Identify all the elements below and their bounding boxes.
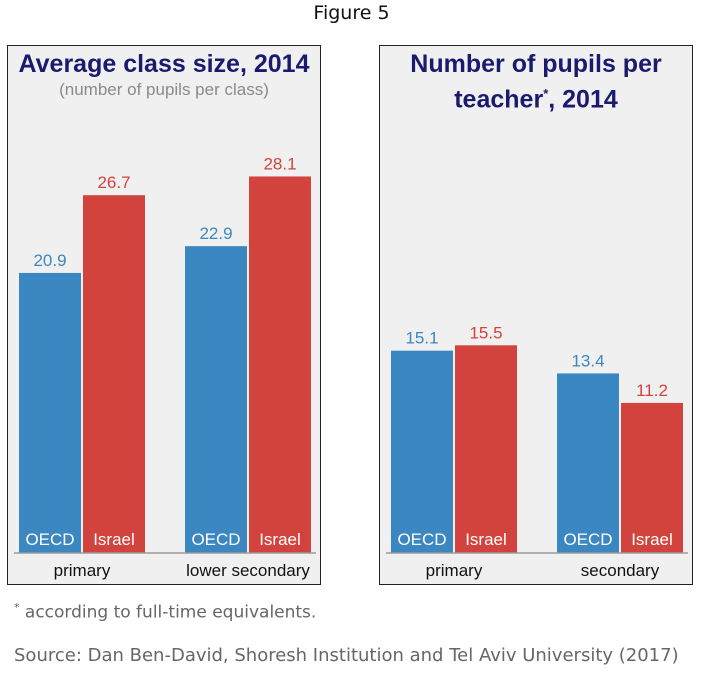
bar-oecd-primary [19, 272, 81, 553]
data-label-israel-lower-secondary: 28.1 [263, 154, 296, 173]
category-label-secondary: secondary [581, 561, 660, 580]
series-label-oecd: OECD [191, 530, 240, 549]
bar-israel-lower-secondary [249, 176, 311, 553]
data-label-oecd-secondary: 13.4 [571, 351, 604, 370]
category-label-primary: primary [54, 561, 111, 580]
footnote-text: according to full-time equivalents. [24, 602, 317, 623]
footnote: * according to full-time equivalents. [14, 601, 316, 623]
bar-israel-primary [455, 345, 517, 553]
pupils-per-teacher-title-line2: teacher*, 2014 [380, 78, 692, 115]
pupils-per-teacher-chart-panel: Number of pupils per teacher*, 2014 15.1… [379, 45, 693, 585]
class-size-chart-subtitle: (number of pupils per class) [59, 80, 269, 99]
series-label-israel: Israel [259, 530, 301, 549]
pupils-per-teacher-title-line1: Number of pupils per [410, 50, 662, 78]
data-label-oecd-primary: 15.1 [405, 329, 438, 348]
bar-oecd-secondary [557, 373, 619, 553]
series-label-israel: Israel [93, 530, 135, 549]
class-size-chart-title: Average class size, 2014 [18, 50, 310, 78]
class-size-chart-panel: Average class size, 2014 (number of pupi… [7, 45, 321, 585]
figure-title: Figure 5 [313, 2, 390, 24]
title-teacher-text: teacher [454, 85, 544, 114]
bar-israel-primary [83, 195, 145, 553]
bar-oecd-primary [391, 350, 453, 553]
class-size-bar-chart: 20.9 OECD 26.7 Israel primary 22.9 OECD 28.1 Isr… [14, 154, 316, 580]
bar-oecd-lower-secondary [185, 246, 247, 553]
category-label-lower-secondary: lower secondary [186, 561, 310, 580]
series-label-oecd: OECD [397, 530, 446, 549]
series-label-oecd: OECD [25, 530, 74, 549]
pupils-per-teacher-bar-chart: 15.1 OECD 15.5 Israel primary 13.4 OECD 11.2 Isr… [386, 323, 688, 580]
title-asterisk: * [543, 86, 549, 101]
title-year-text: , 2014 [548, 85, 618, 114]
source-note: Source: Dan Ben-David, Shoresh Instituti… [14, 645, 679, 666]
series-label-israel: Israel [631, 530, 673, 549]
category-label-primary: primary [426, 561, 483, 580]
series-label-oecd: OECD [563, 530, 612, 549]
data-label-israel-primary: 26.7 [97, 173, 130, 192]
bar-israel-secondary [621, 402, 683, 553]
data-label-israel-primary: 15.5 [469, 323, 502, 342]
data-label-israel-secondary: 11.2 [636, 381, 668, 400]
footnote-asterisk: * [14, 601, 20, 614]
series-label-israel: Israel [465, 530, 507, 549]
data-label-oecd-primary: 20.9 [33, 251, 66, 270]
data-label-oecd-lower-secondary: 22.9 [199, 224, 232, 243]
